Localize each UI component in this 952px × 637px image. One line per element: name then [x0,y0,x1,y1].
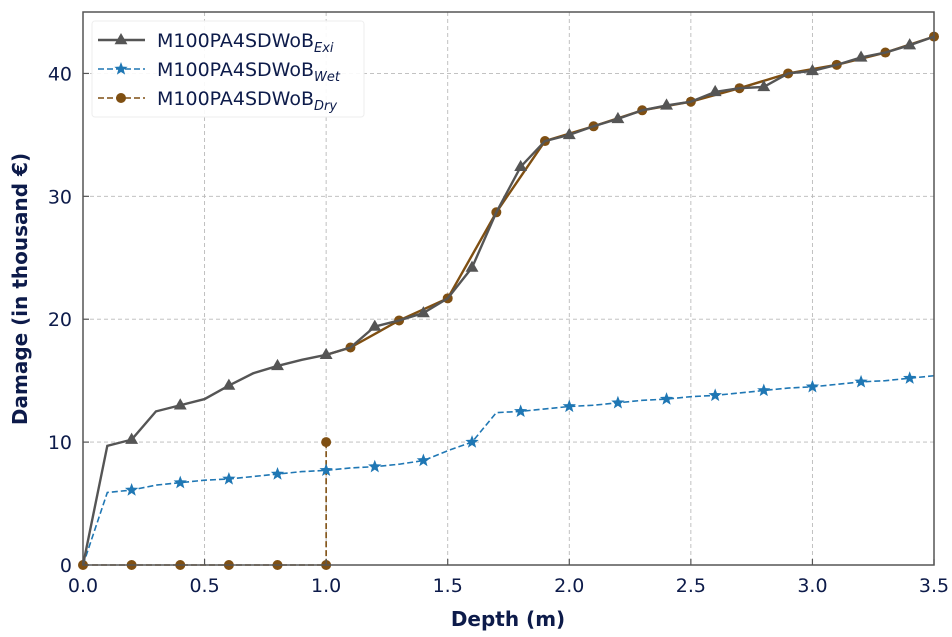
data-point-wet [465,435,479,448]
data-point-exi [125,432,139,444]
data-point-wet [270,467,285,480]
data-point-wet [173,475,187,489]
data-point-exi [271,358,284,371]
data-point-exi [660,98,673,110]
data-point-dry [321,437,332,448]
x-tick-label: 0.5 [189,575,219,597]
data-point-exi [562,127,576,140]
data-point-wet [757,383,771,397]
data-point-exi [368,319,382,331]
x-tick-label: 1.5 [433,575,463,597]
data-point-exi [514,159,528,172]
data-point-exi [319,347,333,360]
data-point-exi [854,50,868,62]
legend-label-base: M100PA4SDWoB [157,59,314,81]
data-point-wet [805,379,820,393]
legend-marker-exi [114,33,128,45]
x-axis-title: Depth (m) [451,607,565,631]
legend-label-subscript: Wet [314,70,341,85]
data-point-wet [562,399,576,413]
legend-label-exi: M100PA4SDWoBExi [157,30,334,56]
data-point-wet [514,404,528,418]
data-point-wet [124,483,139,496]
plot-frame [82,11,935,566]
x-tick-label: 0.0 [68,575,98,597]
legend-label-wet: M100PA4SDWoBWet [157,59,341,85]
legend: M100PA4SDWoBExiM100PA4SDWoBWetM100PA4SDW… [91,20,365,118]
data-point-exi [416,306,430,318]
x-tick-label: 1.0 [311,575,341,597]
data-point-wet [222,471,236,485]
legend-label-base: M100PA4SDWoB [157,88,314,110]
y-tick-label: 10 [48,432,72,454]
data-point-wet [854,374,868,388]
data-point-exi [611,111,625,124]
legend-box [91,20,365,118]
data-point-exi [805,63,819,76]
series-wet [82,371,935,566]
data-point-wet [416,453,431,467]
data-point-wet [368,459,382,473]
x-tick-label: 2.5 [676,575,706,597]
series-line-wet [82,374,935,566]
x-tick-label: 2.0 [554,575,584,597]
tick-labels: 0.0 0.5 1.0 1.5 2.0 2.5 3.0 3.5 0 10 20 30 40 [48,63,949,597]
y-axis-title: Damage (in thousand €) [8,153,32,425]
legend-marker-dry [116,93,126,103]
data-point-exi [903,38,917,50]
data-point-wet [659,392,674,405]
data-point-wet [903,371,917,384]
y-tick-label: 20 [48,309,72,331]
legend-label-base: M100PA4SDWoB [157,30,314,52]
data-point-exi [173,398,187,410]
legend-label-subscript: Exi [314,41,334,56]
legend-marker-wet [114,62,128,75]
data-point-exi [222,378,236,390]
data-point-exi [708,84,722,97]
data-point-wet [708,388,722,402]
data-point-exi [465,260,479,272]
y-tick-label: 30 [48,186,72,208]
x-tick-label: 3.0 [797,575,827,597]
series-exi [81,35,935,566]
data-point-wet [611,395,625,409]
legend-label-dry: M100PA4SDWoBDry [157,88,337,114]
data-point-exi [757,79,771,92]
x-tick-label: 3.5 [919,575,949,597]
y-tick-label: 40 [48,63,72,85]
y-tick-label: 0 [60,555,72,577]
data-point-wet [319,463,333,477]
legend-label-subscript: Dry [314,99,337,114]
